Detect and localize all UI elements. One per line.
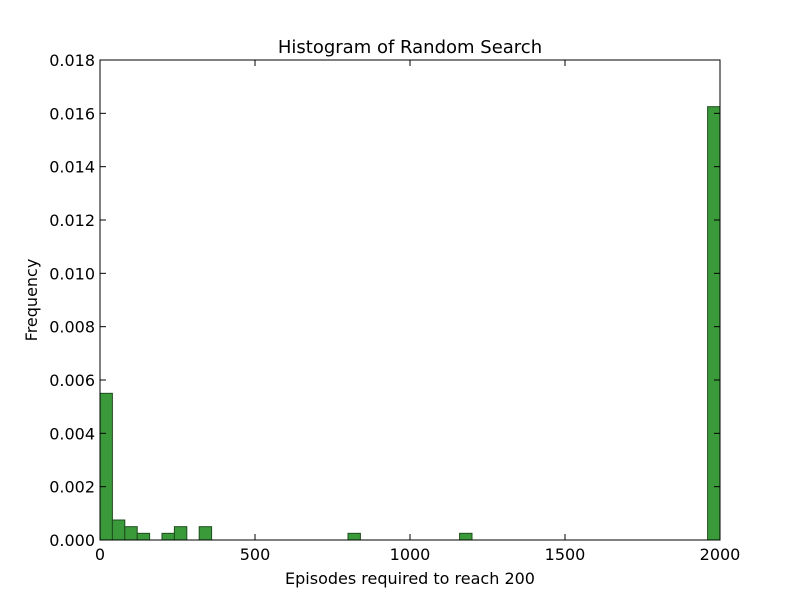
y-tick-label: 0.004	[49, 424, 95, 443]
y-tick-label: 0.000	[49, 531, 95, 550]
x-tick-label: 2000	[700, 545, 741, 564]
x-axis-label: Episodes required to reach 200	[285, 569, 535, 588]
histogram-bar	[459, 532, 473, 541]
y-tick-label: 0.008	[49, 318, 95, 337]
y-tick-label: 0.012	[49, 211, 95, 230]
histogram-bar	[173, 526, 188, 541]
y-tick-label: 0.010	[49, 264, 95, 283]
histogram-bar	[124, 526, 138, 541]
y-ticks-layer: 0.000 0.002 0.004 0.006 0.008 0.010 0.012 0.014…	[49, 51, 720, 550]
x-tick-label: 1000	[390, 545, 431, 564]
histogram-bar	[707, 106, 721, 541]
histogram-bar	[161, 532, 175, 541]
x-tick-label: 0	[95, 545, 105, 564]
y-tick-label: 0.016	[49, 104, 95, 123]
histogram-bar	[136, 532, 151, 541]
x-tick-label: 1500	[545, 545, 586, 564]
histogram-bar	[198, 526, 213, 541]
histogram-bar	[99, 392, 113, 541]
chart-title: Histogram of Random Search	[278, 37, 542, 58]
y-tick-label: 0.014	[49, 158, 95, 177]
histogram-bar	[347, 532, 361, 541]
y-tick-label: 0.002	[49, 478, 95, 497]
histogram-bar	[111, 519, 126, 541]
y-tick-label: 0.006	[49, 371, 95, 390]
x-ticks-layer: 0 500 1000 1500 2000	[95, 60, 740, 564]
y-axis-label: Frequency	[22, 259, 41, 342]
y-tick-label: 0.018	[49, 51, 95, 70]
x-tick-label: 500	[240, 545, 271, 564]
